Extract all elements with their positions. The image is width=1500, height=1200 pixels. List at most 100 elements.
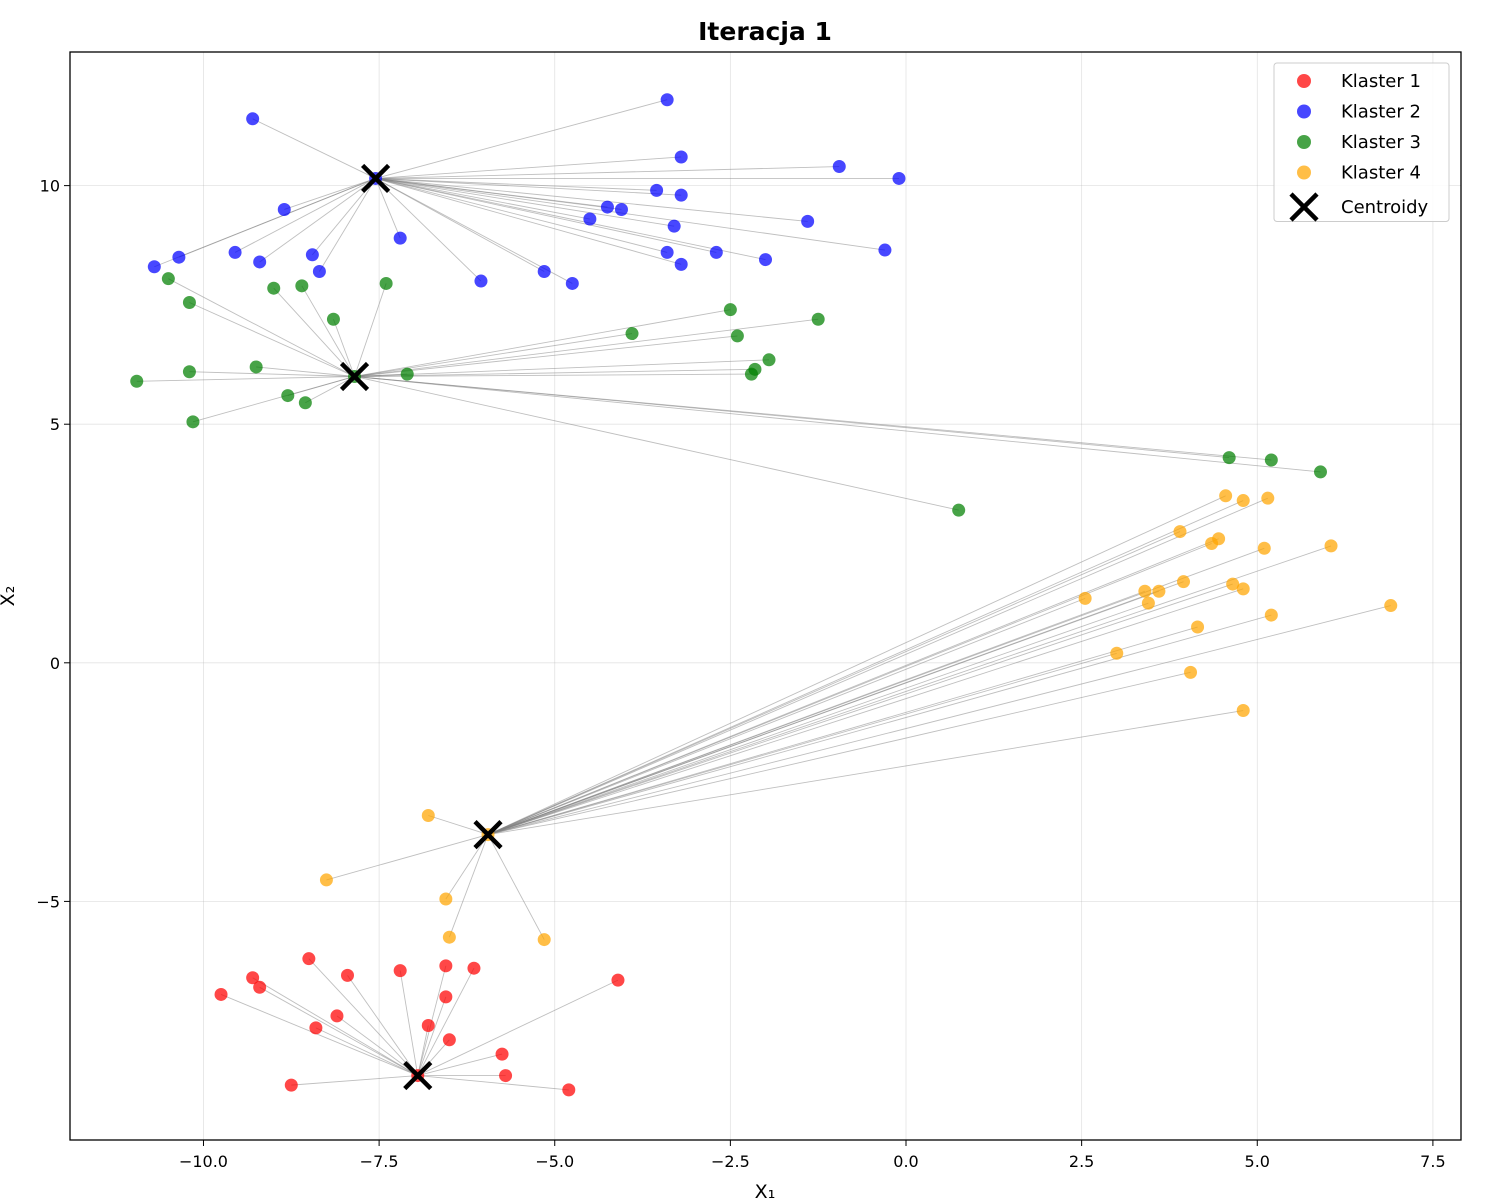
point-klaster-1 (495, 1047, 509, 1061)
point-klaster-4 (1219, 489, 1233, 503)
assignment-line (375, 178, 482, 282)
x-axis-ticks: −10.0 −7.5 −5.0 −2.5 0.0 2.5 5.0 7.5 (179, 1140, 1446, 1171)
point-klaster-2 (228, 245, 242, 259)
point-klaster-1 (499, 1069, 513, 1083)
y-tick-label: −5 (36, 892, 60, 911)
point-klaster-4 (1138, 584, 1152, 598)
assignment-line (487, 671, 1191, 836)
assignment-line (375, 99, 668, 179)
point-klaster-2 (583, 212, 597, 226)
assignment-line (487, 500, 1244, 836)
point-klaster-2 (614, 202, 628, 216)
assignment-line (417, 1053, 503, 1077)
point-klaster-3 (249, 360, 263, 374)
assignment-line (487, 581, 1184, 836)
point-klaster-2 (277, 202, 291, 216)
centroid-markers (339, 163, 503, 1091)
assignment-line (375, 178, 675, 227)
point-klaster-1 (340, 968, 354, 982)
assignment-line (354, 283, 387, 377)
point-klaster-1 (562, 1083, 576, 1097)
assignment-line (417, 968, 475, 1076)
assignment-line (487, 605, 1391, 836)
point-klaster-2 (709, 245, 723, 259)
point-klaster-4 (1261, 491, 1275, 505)
legend-label: Centroidy (1341, 197, 1429, 218)
centroid-stroke (339, 361, 370, 392)
point-klaster-2 (674, 188, 688, 202)
point-klaster-1 (421, 1018, 435, 1032)
point-klaster-2 (565, 276, 579, 290)
point-klaster-2 (759, 253, 772, 267)
centroid-stroke (403, 1060, 433, 1091)
centroid-marker (361, 163, 391, 194)
assignment-line (375, 178, 885, 251)
point-klaster-2 (393, 231, 407, 245)
point-klaster-4 (1212, 532, 1226, 546)
point-klaster-2 (305, 248, 319, 262)
point-klaster-4 (439, 892, 453, 906)
point-klaster-3 (298, 396, 312, 410)
assignment-line (375, 178, 545, 272)
assignment-line (487, 531, 1181, 836)
point-klaster-2 (801, 214, 815, 228)
assignment-line (375, 178, 590, 220)
point-klaster-3 (625, 327, 639, 341)
assignment-line (234, 178, 376, 253)
assignment-line (308, 958, 419, 1076)
legend-box (1273, 62, 1450, 222)
point-klaster-2 (246, 112, 260, 126)
point-klaster-2 (147, 260, 161, 274)
assignment-line (487, 597, 1086, 836)
point-klaster-4 (1177, 575, 1191, 589)
y-tick-label: 10 (40, 177, 60, 196)
legend-label: Klaster 3 (1341, 132, 1421, 153)
point-klaster-4 (1324, 539, 1338, 553)
point-klaster-1 (439, 959, 453, 973)
assignment-line (273, 287, 355, 377)
assignment-line (347, 975, 419, 1076)
point-klaster-2 (660, 245, 674, 259)
assignment-line (448, 834, 489, 938)
assignment-line (375, 178, 766, 261)
point-klaster-4 (1226, 577, 1240, 591)
assignment-line (252, 118, 376, 179)
assignment-line (354, 376, 1272, 461)
point-klaster-4 (1141, 596, 1155, 610)
point-klaster-2 (832, 160, 846, 174)
point-klaster-1 (442, 1033, 456, 1047)
point-klaster-2 (892, 171, 906, 185)
assignment-line (375, 178, 808, 222)
point-klaster-2 (312, 265, 326, 279)
assignment-line (375, 178, 668, 253)
point-klaster-1 (246, 971, 260, 985)
assignment-line (354, 368, 755, 377)
assignment-line (220, 994, 418, 1076)
x-tick-label: −2.5 (711, 1152, 750, 1171)
assignment-line (291, 1075, 418, 1086)
assignment-line (428, 815, 489, 836)
point-klaster-4 (421, 809, 435, 823)
point-klaster-3 (762, 353, 776, 367)
point-klaster-4 (1184, 665, 1198, 679)
point-klaster-1 (393, 964, 407, 978)
legend-marker (1297, 165, 1311, 180)
point-klaster-4 (1152, 584, 1166, 598)
point-klaster-1 (611, 973, 625, 987)
assignment-line (315, 1027, 418, 1076)
point-klaster-3 (1313, 465, 1327, 479)
assignment-line (284, 178, 376, 210)
assignment-line (354, 359, 770, 377)
assignment-line (487, 588, 1244, 836)
centroid-marker (339, 361, 370, 392)
assignment-line (336, 1015, 419, 1076)
point-klaster-3 (723, 303, 737, 317)
point-klaster-4 (537, 933, 551, 947)
assignment-line (326, 834, 489, 881)
point-klaster-3 (811, 312, 825, 326)
centroid-stroke (473, 820, 503, 850)
point-klaster-3 (130, 374, 144, 388)
point-klaster-1 (214, 987, 228, 1001)
y-axis-ticks: −5 0 5 10 (36, 177, 70, 911)
